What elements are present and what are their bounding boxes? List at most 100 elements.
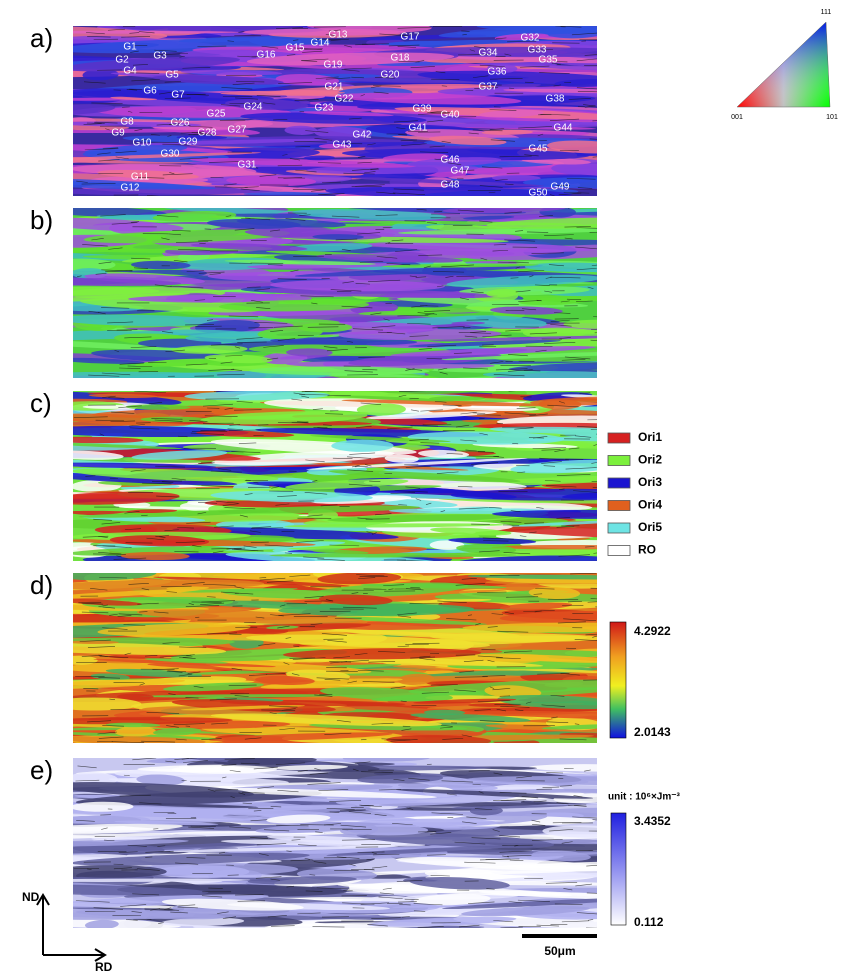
grain-streak (197, 787, 437, 799)
grain-boundary (374, 814, 387, 817)
grain-boundary (311, 302, 318, 305)
grain-streak (485, 526, 597, 540)
grain-streak (73, 491, 180, 505)
grain-boundary (430, 684, 458, 686)
grain-boundary (430, 875, 450, 877)
grain-boundary (82, 535, 109, 538)
grain-boundary (531, 839, 563, 841)
grain-streak (117, 693, 154, 700)
grain-boundary (541, 461, 562, 464)
grain-boundary (550, 694, 565, 697)
grain-streak (225, 99, 309, 110)
grain-boundary (250, 541, 269, 544)
grain-boundary (382, 887, 392, 890)
grain-boundary (221, 591, 254, 595)
grain-boundary (593, 444, 597, 447)
grain-boundary (563, 192, 590, 194)
grain-boundary (524, 154, 539, 157)
grain-boundary (563, 618, 597, 622)
ipf-triangle-shade (736, 21, 831, 108)
grain-boundary (213, 391, 230, 392)
grain-boundary (397, 26, 431, 29)
grain-boundary (240, 188, 260, 192)
grain-boundary (201, 600, 236, 603)
grain-streak (499, 610, 597, 623)
grain-boundary (256, 94, 281, 97)
grain-boundary (99, 655, 129, 659)
grain-streak (270, 279, 445, 292)
grain-boundary (516, 775, 532, 779)
panel-label: d) (30, 570, 53, 600)
grain-boundary (226, 74, 257, 76)
grain-streak (501, 654, 597, 663)
grain-boundary (130, 469, 146, 472)
grain-boundary (318, 193, 345, 196)
grain-boundary (561, 841, 573, 844)
grain-boundary (546, 772, 564, 774)
grain-boundary (97, 312, 106, 315)
grain-label: G37 (479, 82, 498, 93)
grain-boundary (455, 424, 470, 428)
grain-boundary (305, 890, 323, 892)
grain-boundary (351, 464, 360, 468)
grain-boundary (527, 49, 554, 51)
grain-boundary (189, 420, 208, 422)
grain-boundary (81, 655, 102, 657)
grain-boundary (266, 580, 294, 583)
grain-boundary (364, 464, 372, 467)
grain-boundary (544, 480, 561, 482)
grain-boundary (293, 47, 322, 50)
grain-streak (324, 633, 388, 646)
grain-boundary (250, 837, 268, 839)
panel-label: b) (30, 205, 53, 235)
grain-boundary (186, 270, 205, 272)
grain-boundary (503, 552, 531, 555)
colorbar-max: 4.2922 (634, 624, 671, 638)
grain-streak (190, 243, 308, 251)
grain-streak (490, 306, 563, 315)
grain-boundary (504, 412, 537, 415)
grain-boundary (468, 901, 495, 904)
grain-boundary (467, 614, 473, 616)
grain-streak (180, 705, 306, 711)
grain-boundary (83, 687, 99, 690)
grain-streak (410, 713, 531, 723)
grain-boundary (584, 769, 591, 772)
ipf-label: 111 (821, 9, 832, 16)
grain-boundary (536, 924, 559, 927)
grain-boundary (102, 725, 124, 727)
grain-streak (73, 679, 185, 690)
grain-boundary (539, 457, 569, 461)
grain-boundary (593, 316, 597, 318)
grain-streak (357, 774, 444, 784)
grain-streak (456, 406, 539, 412)
grain-boundary (478, 550, 500, 553)
grain-boundary (171, 477, 186, 481)
grain-boundary (235, 97, 259, 100)
grain-boundary (559, 785, 572, 787)
grain-boundary (238, 31, 245, 33)
grain-boundary (101, 522, 121, 525)
grain-boundary (559, 337, 571, 339)
grain-streak (128, 294, 312, 303)
grain-boundary (390, 686, 406, 689)
grain-boundary (185, 363, 208, 366)
grain-boundary (262, 102, 276, 105)
grain-boundary (139, 683, 145, 686)
grain-streak (278, 658, 459, 664)
grain-streak (73, 293, 190, 303)
grain-boundary (301, 395, 310, 398)
grain-streak (563, 319, 597, 329)
grain-boundary (555, 26, 582, 28)
grain-boundary (474, 808, 493, 810)
grain-boundary (479, 185, 503, 188)
grain-boundary (162, 173, 193, 176)
grain-boundary (224, 507, 256, 510)
grain-boundary (418, 348, 432, 350)
grain-boundary (529, 413, 548, 417)
grain-boundary (207, 789, 216, 792)
grain-boundary (499, 155, 532, 158)
grain-boundary (104, 839, 115, 842)
grain-streak (73, 468, 279, 482)
grain-boundary (210, 470, 242, 473)
